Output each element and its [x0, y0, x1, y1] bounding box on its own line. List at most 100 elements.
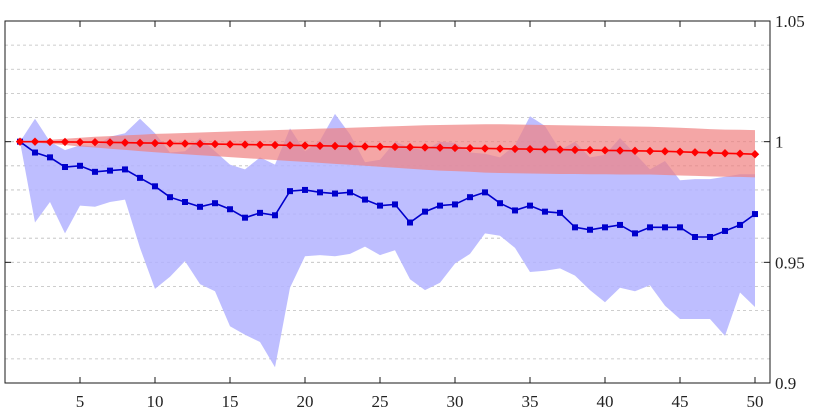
- red-point: [570, 145, 580, 155]
- blue-point: [587, 226, 593, 233]
- y-tick-label: 0.95: [775, 253, 805, 272]
- blue-point: [317, 189, 323, 196]
- blue-point: [272, 212, 278, 219]
- x-tick-label: 50: [747, 392, 764, 411]
- blue-point: [227, 206, 233, 213]
- red-point: [405, 143, 415, 152]
- series-markers: [15, 137, 760, 240]
- x-tick-label: 5: [76, 392, 85, 411]
- red-point: [255, 140, 265, 150]
- blue-point: [47, 154, 53, 161]
- blue-point: [347, 189, 353, 196]
- red-point: [195, 139, 205, 149]
- red-point: [90, 137, 100, 147]
- red-point: [675, 147, 685, 157]
- red-point: [135, 138, 145, 148]
- x-tick-label: 40: [597, 392, 614, 411]
- red-band: [20, 124, 755, 178]
- red-point: [120, 138, 130, 147]
- blue-point: [527, 202, 533, 209]
- blue-point: [152, 183, 158, 190]
- plot-frame: [4, 20, 771, 384]
- blue-point: [287, 188, 293, 195]
- blue-point: [77, 162, 83, 169]
- blue-point: [437, 202, 443, 209]
- blue-point: [257, 209, 263, 216]
- red-point: [15, 137, 25, 146]
- tick-labels: 5 10 15 20 25 30 35 40 45 50 0.9 0.95 1 1.05: [76, 12, 805, 411]
- blue-point: [302, 186, 308, 193]
- red-point: [600, 146, 610, 155]
- red-point: [420, 143, 430, 152]
- red-point: [555, 145, 565, 154]
- red-point: [345, 142, 355, 151]
- blue-point: [332, 190, 338, 197]
- y-tick-label: 1.05: [775, 12, 805, 31]
- red-point: [705, 148, 715, 157]
- blue-point: [677, 224, 683, 231]
- red-point: [30, 137, 40, 146]
- x-tick-label: 15: [222, 392, 239, 411]
- red-point: [735, 149, 745, 158]
- blue-point: [107, 167, 113, 174]
- red-point: [435, 143, 445, 152]
- red-point: [585, 145, 595, 155]
- red-point: [450, 143, 460, 153]
- x-tick-label: 30: [447, 392, 464, 411]
- red-point: [150, 138, 160, 148]
- blue-point: [212, 200, 218, 207]
- x-tick-label: 20: [297, 392, 314, 411]
- blue-point: [407, 219, 413, 226]
- red-point: [300, 141, 310, 150]
- blue-point: [737, 221, 743, 228]
- red-point: [615, 146, 625, 155]
- blue-band: [20, 113, 755, 368]
- red-point: [390, 142, 400, 152]
- red-point: [660, 147, 670, 156]
- red-point: [165, 139, 175, 148]
- red-point: [510, 144, 520, 154]
- blue-point: [647, 224, 653, 231]
- blue-point: [707, 233, 713, 240]
- red-point: [330, 141, 340, 151]
- blue-point: [182, 199, 188, 205]
- y-tick-label: 0.9: [775, 374, 796, 393]
- blue-point: [167, 194, 173, 201]
- red-point: [180, 139, 190, 148]
- blue-point: [32, 149, 38, 156]
- confidence-bands: [20, 113, 755, 368]
- red-point: [210, 139, 220, 149]
- x-tick-label: 10: [147, 392, 164, 411]
- blue-point: [392, 201, 398, 208]
- blue-point: [752, 211, 758, 218]
- red-point: [630, 146, 640, 156]
- blue-point: [137, 174, 143, 181]
- blue-point: [572, 224, 578, 231]
- red-point: [60, 137, 70, 147]
- blue-point: [197, 203, 203, 210]
- blue-point: [497, 200, 503, 207]
- blue-point: [692, 233, 698, 240]
- red-point: [525, 144, 535, 154]
- blue-point: [92, 168, 98, 175]
- blue-point: [557, 209, 563, 216]
- red-point: [270, 140, 280, 150]
- axis-ticks: [5, 20, 770, 384]
- x-tick-label: 35: [522, 392, 539, 411]
- blue-point: [452, 201, 458, 208]
- blue-point: [662, 224, 668, 231]
- blue-point: [482, 189, 488, 196]
- red-point: [315, 141, 325, 150]
- red-point: [360, 142, 370, 151]
- red-point: [495, 144, 505, 153]
- red-point: [285, 141, 295, 150]
- red-point: [375, 142, 385, 151]
- blue-point: [122, 166, 128, 173]
- red-point: [225, 140, 235, 149]
- x-tick-label: 25: [372, 392, 389, 411]
- blue-point: [722, 227, 728, 234]
- red-point: [45, 137, 55, 147]
- red-point: [645, 146, 655, 156]
- blue-point: [617, 221, 623, 228]
